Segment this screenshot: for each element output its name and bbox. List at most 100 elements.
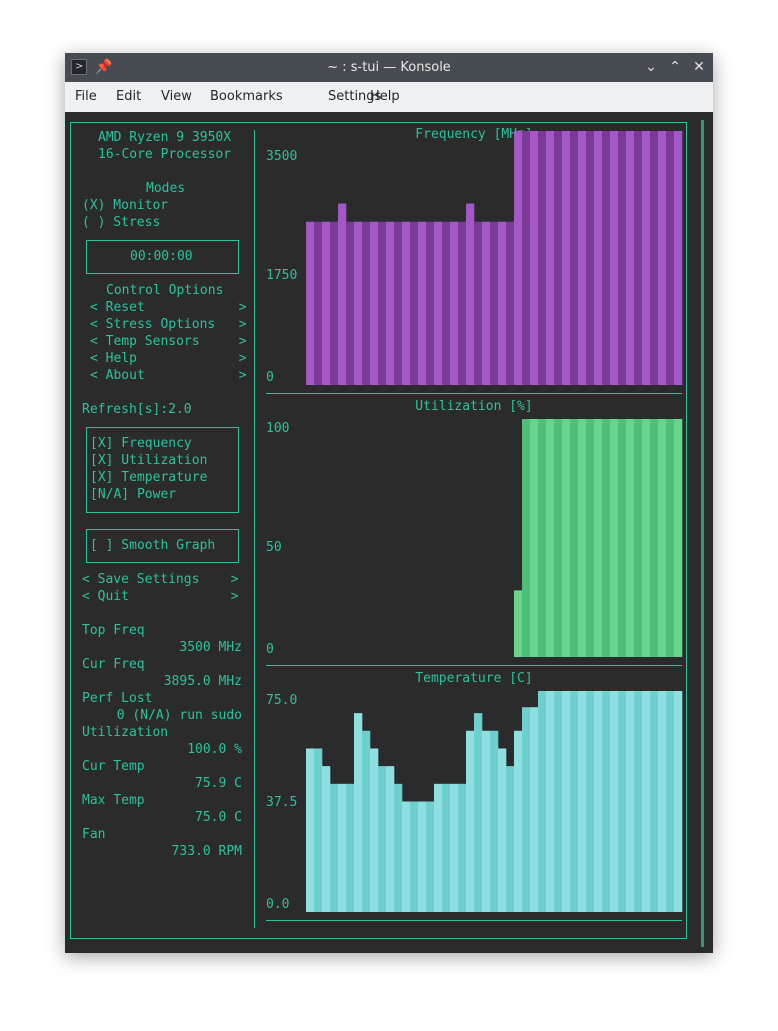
frequency-bar bbox=[314, 221, 323, 385]
minimize-chevron-icon[interactable]: ⌄ bbox=[645, 59, 657, 75]
menu-bookmarks[interactable]: Bookmarks bbox=[210, 89, 283, 104]
temperature-bar bbox=[602, 691, 611, 912]
temperature-bar bbox=[426, 801, 435, 912]
utilization-bar bbox=[514, 590, 523, 657]
frequency-bar bbox=[554, 131, 563, 385]
frequency-bar bbox=[346, 221, 355, 385]
temperature-bar bbox=[594, 691, 603, 912]
menu-edit[interactable]: Edit bbox=[116, 89, 142, 104]
temperature-bar bbox=[610, 691, 619, 912]
konsole-window: > 📌 ~ : s-tui — Konsole ⌄ ⌃ ✕ File Edit … bbox=[65, 53, 713, 953]
terminal-area[interactable]: AMD Ryzen 9 3950X 16-Core Processor Mode… bbox=[65, 112, 713, 953]
stress-options-button[interactable]: < Stress Options > bbox=[90, 317, 247, 332]
frequency-bar bbox=[562, 131, 571, 385]
menu-file[interactable]: File bbox=[75, 89, 97, 104]
stat-value-cur-temp: 75.9 C bbox=[195, 776, 242, 791]
timer-value: 00:00:00 bbox=[130, 249, 193, 264]
sidebar-divider bbox=[254, 130, 255, 928]
frequency-bar bbox=[410, 221, 419, 385]
utilization-bar bbox=[658, 419, 667, 657]
temperature-bar bbox=[466, 730, 475, 912]
temperature-bar bbox=[322, 766, 331, 912]
frequency-bar bbox=[570, 131, 579, 385]
close-icon[interactable]: ✕ bbox=[693, 59, 705, 75]
frequency-bar bbox=[522, 131, 531, 385]
temperature-bar bbox=[666, 691, 675, 912]
frequency-bar bbox=[434, 221, 443, 385]
frequency-bar bbox=[538, 131, 547, 385]
cpu-name-line1: AMD Ryzen 9 3950X bbox=[98, 130, 232, 145]
frequency-chart: Frequency [MHz] 3500 1750 0 bbox=[266, 127, 683, 394]
frequency-bar bbox=[386, 221, 395, 385]
temperature-bar bbox=[554, 691, 563, 912]
scrollbar[interactable] bbox=[701, 120, 704, 947]
frequency-bar bbox=[666, 131, 675, 385]
temperature-bar bbox=[402, 801, 411, 912]
title-bar: > 📌 ~ : s-tui — Konsole ⌄ ⌃ ✕ bbox=[65, 53, 713, 82]
mode-stress-radio[interactable]: ( ) Stress bbox=[82, 215, 161, 230]
stat-value-perf-lost: 0 (N/A) run sudo bbox=[116, 708, 242, 723]
frequency-bar bbox=[458, 221, 467, 385]
help-button[interactable]: < Help > bbox=[90, 351, 247, 366]
temperature-bar bbox=[306, 748, 315, 912]
frequency-bar bbox=[378, 221, 387, 385]
temperature-bar bbox=[658, 691, 667, 912]
menu-bar: File Edit View Bookmarks Settings Help bbox=[65, 82, 713, 112]
maximize-chevron-icon[interactable]: ⌃ bbox=[669, 59, 681, 75]
temperature-bar bbox=[514, 730, 523, 912]
menu-view[interactable]: View bbox=[161, 89, 192, 104]
mode-monitor-radio[interactable]: (X) Monitor bbox=[82, 198, 169, 213]
temperature-bar bbox=[538, 691, 547, 912]
utilization-bar bbox=[626, 419, 635, 657]
toggle-frequency-checkbox[interactable]: [X] Frequency bbox=[90, 436, 192, 451]
frequency-chart-title: Frequency [MHz] bbox=[415, 127, 532, 142]
frequency-bar bbox=[498, 221, 507, 385]
frequency-separator bbox=[266, 393, 682, 394]
menu-settings[interactable]: Settings bbox=[328, 89, 382, 104]
frequency-bar bbox=[418, 221, 427, 385]
stat-label-cur-freq: Cur Freq bbox=[82, 657, 145, 672]
utilization-bar bbox=[578, 419, 587, 657]
frequency-bar bbox=[658, 131, 667, 385]
quit-button[interactable]: < Quit > bbox=[82, 589, 239, 604]
utilization-bar bbox=[586, 419, 595, 657]
window-title: ~ : s-tui — Konsole bbox=[327, 60, 451, 75]
utilization-bar bbox=[530, 419, 539, 657]
menu-help[interactable]: Help bbox=[370, 89, 400, 104]
temperature-bar bbox=[330, 783, 339, 912]
refresh-rate-field[interactable]: Refresh[s]:2.0 bbox=[82, 402, 192, 417]
utilization-bar bbox=[634, 419, 643, 657]
temperature-bar bbox=[546, 691, 555, 912]
frequency-bar bbox=[634, 131, 643, 385]
temperature-bar bbox=[642, 691, 651, 912]
frequency-bar bbox=[394, 221, 403, 385]
temperature-bar bbox=[482, 730, 491, 912]
temperature-bar bbox=[562, 691, 571, 912]
utilization-bar bbox=[522, 419, 531, 657]
terminal-app-icon: > bbox=[71, 59, 87, 75]
frequency-bar bbox=[506, 221, 515, 385]
utilization-bar bbox=[570, 419, 579, 657]
toggle-power-checkbox[interactable]: [N/A] Power bbox=[90, 487, 177, 502]
temperature-bar bbox=[410, 801, 419, 912]
reset-button[interactable]: < Reset > bbox=[90, 300, 247, 315]
frequency-bar bbox=[618, 131, 627, 385]
pin-icon[interactable]: 📌 bbox=[95, 59, 113, 75]
save-settings-button[interactable]: < Save Settings > bbox=[82, 572, 239, 587]
about-button[interactable]: < About > bbox=[90, 368, 247, 383]
utilization-bar bbox=[538, 419, 547, 657]
temperature-bar bbox=[394, 783, 403, 912]
temperature-bar bbox=[674, 691, 683, 912]
smooth-graph-box bbox=[86, 529, 239, 563]
utilization-bar bbox=[554, 419, 563, 657]
toggle-temperature-checkbox[interactable]: [X] Temperature bbox=[90, 470, 208, 485]
smooth-graph-checkbox[interactable]: [ ] Smooth Graph bbox=[90, 538, 216, 553]
stat-value-cur-freq: 3895.0 MHz bbox=[163, 674, 242, 689]
frequency-bar bbox=[626, 131, 635, 385]
temperature-bar bbox=[458, 783, 467, 912]
temperature-ytick-label: 0.0 bbox=[266, 897, 289, 912]
temp-sensors-button[interactable]: < Temp Sensors > bbox=[90, 334, 247, 349]
frequency-bar bbox=[642, 131, 651, 385]
toggle-utilization-checkbox[interactable]: [X] Utilization bbox=[90, 453, 208, 468]
cpu-name-line2: 16-Core Processor bbox=[98, 147, 232, 162]
